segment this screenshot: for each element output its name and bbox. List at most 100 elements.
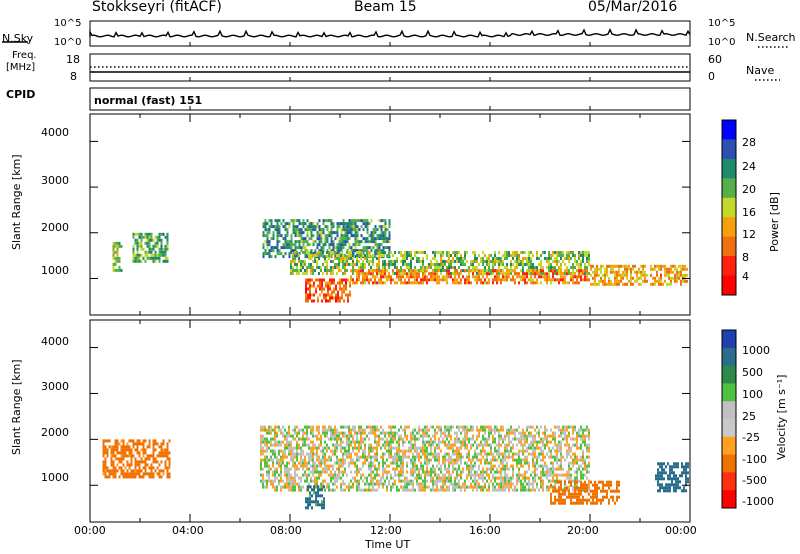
power-cell [636, 270, 638, 274]
velocity-cell [492, 488, 494, 492]
power-cell [582, 251, 584, 254]
velocity-cell [366, 455, 368, 459]
power-cell [306, 251, 308, 254]
velocity-cell [582, 473, 584, 477]
power-cell [372, 231, 375, 235]
velocity-cell [340, 425, 342, 429]
velocity-cell [536, 461, 538, 465]
power-cell [300, 228, 303, 232]
velocity-cell [315, 494, 317, 498]
power-cell [284, 234, 287, 238]
power-cell [354, 234, 357, 238]
velocity-cell [494, 455, 496, 459]
velocity-cell [402, 485, 404, 489]
power-cell [132, 253, 135, 257]
power-cell [318, 234, 321, 238]
power-cell [412, 257, 414, 260]
velocity-cell [546, 440, 548, 444]
velocity-cell [426, 470, 428, 474]
velocity-cell [472, 464, 474, 468]
power-cell [305, 281, 307, 285]
power-cell [548, 275, 550, 279]
velocity-cell [126, 448, 129, 452]
velocity-cell [280, 431, 282, 435]
velocity-cell [344, 467, 346, 471]
velocity-cell [578, 458, 580, 462]
power-cell [610, 282, 612, 286]
velocity-cell [260, 428, 262, 432]
power-cell [321, 281, 323, 285]
power-cell [350, 254, 352, 257]
power-cell [580, 278, 582, 282]
power-cell [346, 269, 348, 272]
power-cell [388, 237, 391, 241]
power-cell [376, 249, 379, 253]
velocity-cell [472, 467, 474, 471]
velocity-cell [166, 469, 169, 473]
velocity-cell [552, 464, 554, 468]
velocity-cell [158, 451, 161, 455]
velocity-cell [564, 501, 566, 505]
power-cell [382, 272, 384, 276]
velocity-cell [128, 472, 131, 476]
power-cell [368, 246, 371, 250]
velocity-cell [564, 437, 566, 441]
velocity-cell [488, 437, 490, 441]
power-cell [386, 275, 388, 279]
power-cell [520, 260, 522, 263]
velocity-cell [488, 452, 490, 456]
power-cell [446, 254, 448, 257]
power-cell [318, 272, 320, 275]
velocity-cell [522, 446, 524, 450]
velocity-cell [482, 488, 484, 492]
power-cell [294, 219, 297, 223]
power-cell [344, 225, 347, 229]
velocity-cell [550, 495, 552, 499]
velocity-cell [158, 472, 161, 476]
power-cell [476, 281, 478, 285]
velocity-cell [410, 458, 412, 462]
power-cell [306, 266, 308, 269]
velocity-cell [358, 479, 360, 483]
power-cell [416, 275, 418, 279]
power-cell [406, 281, 408, 285]
velocity-cell [166, 475, 169, 479]
velocity-cell [464, 440, 466, 444]
velocity-cell [580, 443, 582, 447]
velocity-cell [260, 464, 262, 468]
velocity-cell [290, 476, 292, 480]
power-cell [264, 234, 267, 238]
power-cell [536, 251, 538, 254]
velocity-cell [532, 485, 534, 489]
velocity-cell [268, 470, 270, 474]
velocity-cell [346, 437, 348, 441]
power-cell [333, 281, 335, 285]
power-cell [420, 281, 422, 285]
power-cell [312, 234, 315, 238]
power-cell [438, 251, 440, 254]
velocity-cell [378, 485, 380, 489]
power-cell [350, 225, 353, 229]
power-cell [676, 267, 678, 271]
power-cell [132, 232, 135, 236]
velocity-cell [506, 479, 508, 483]
velocity-cell [298, 488, 300, 492]
velocity-cell [124, 475, 127, 479]
power-cell [144, 253, 147, 257]
power-cell [314, 269, 316, 272]
velocity-cell [392, 437, 394, 441]
power-cell [372, 269, 374, 272]
velocity-cell [560, 443, 562, 447]
power-cell [462, 260, 464, 263]
velocity-cell [416, 473, 418, 477]
power-cell [364, 225, 367, 229]
power-cell [448, 272, 450, 276]
velocity-cell [122, 439, 125, 443]
velocity-cell [436, 443, 438, 447]
power-cell [440, 251, 442, 254]
velocity-cell [590, 495, 592, 499]
power-cell [536, 278, 538, 282]
velocity-cell [560, 446, 562, 450]
power-cell [522, 263, 524, 266]
velocity-cell [494, 449, 496, 453]
